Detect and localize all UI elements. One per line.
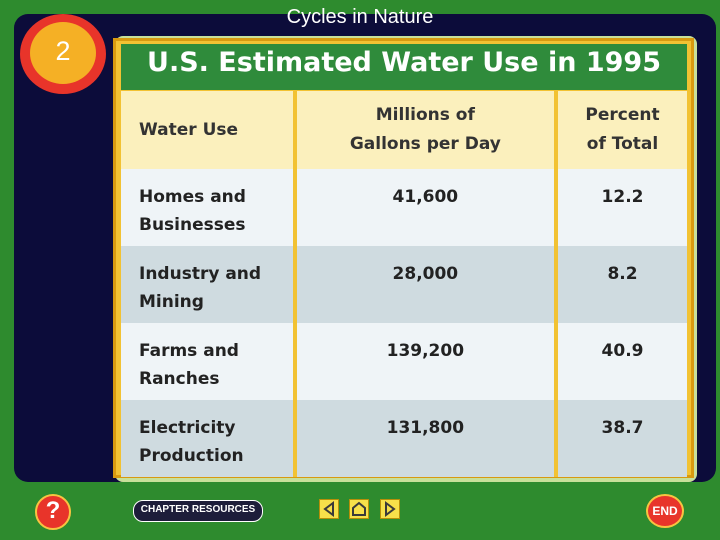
page-title: Cycles in Nature	[286, 6, 434, 28]
home-button[interactable]	[349, 499, 369, 519]
question-icon: ?	[45, 497, 61, 524]
next-button[interactable]	[380, 499, 400, 519]
cell-percent: 38.7	[556, 400, 687, 477]
cell-line: Mining	[139, 292, 204, 312]
cell-line: Ranches	[139, 369, 220, 389]
cell-water-use: Homes and Businesses	[121, 169, 297, 246]
table-header-row: Water Use Millions of Gallons per Day Pe…	[121, 91, 687, 169]
cell-line: Farms and	[139, 341, 239, 361]
home-icon	[352, 501, 366, 516]
header-percent: Percent of Total	[556, 91, 687, 169]
cell-percent: 40.9	[556, 323, 687, 400]
table-title: U.S. Estimated Water Use in 1995	[147, 47, 661, 78]
water-use-table: Water Use Millions of Gallons per Day Pe…	[121, 91, 687, 477]
header-line: Percent	[585, 105, 660, 125]
previous-icon	[323, 501, 334, 517]
cell-line: Industry and	[139, 264, 262, 284]
badge-number: 2	[55, 36, 71, 66]
header-gallons: Millions of Gallons per Day	[294, 91, 559, 169]
help-button[interactable]: ?	[35, 494, 71, 530]
table-row: Farms and Ranches 139,200 40.9	[121, 323, 687, 400]
cell-gallons: 28,000	[294, 246, 559, 323]
cell-percent: 8.2	[556, 246, 687, 323]
cell-line: Businesses	[139, 215, 246, 235]
cell-gallons: 41,600	[294, 169, 559, 246]
table-row: Industry and Mining 28,000 8.2	[121, 246, 687, 323]
cell-water-use: Industry and Mining	[121, 246, 297, 323]
cell-water-use: Electricity Production	[121, 400, 297, 477]
chapter-resources-button[interactable]: CHAPTER RESOURCES	[133, 500, 263, 522]
table-row: Electricity Production 131,800 38.7	[121, 400, 687, 477]
table-row: Homes and Businesses 41,600 12.2	[121, 169, 687, 246]
header-line: Millions of	[375, 105, 475, 125]
header-line: Water Use	[139, 120, 239, 140]
previous-button[interactable]	[319, 499, 339, 519]
cell-gallons: 131,800	[294, 400, 559, 477]
header-line: Gallons per Day	[349, 134, 501, 154]
cell-line: Production	[139, 446, 244, 466]
end-button[interactable]: END	[646, 494, 684, 528]
header-line: of Total	[586, 134, 659, 154]
next-icon	[385, 501, 396, 517]
cell-line: Electricity	[139, 418, 236, 438]
cell-percent: 12.2	[556, 169, 687, 246]
cell-gallons: 139,200	[294, 323, 559, 400]
cell-water-use: Farms and Ranches	[121, 323, 297, 400]
header-water-use: Water Use	[121, 91, 297, 169]
badge-center	[30, 22, 96, 84]
cell-line: Homes and	[139, 187, 246, 207]
table-title-bar	[121, 44, 687, 90]
